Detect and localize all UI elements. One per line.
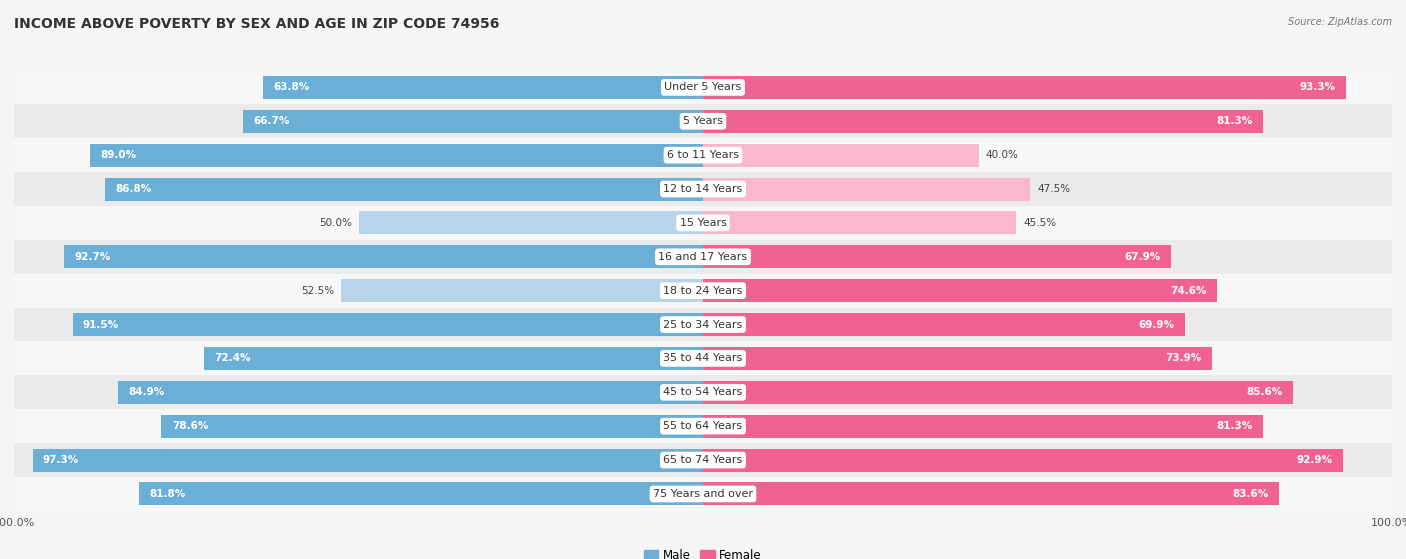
Bar bbox=[359, 211, 703, 234]
Bar bbox=[703, 144, 979, 167]
Bar bbox=[14, 172, 1392, 206]
Text: 65 to 74 Years: 65 to 74 Years bbox=[664, 455, 742, 465]
Text: 66.7%: 66.7% bbox=[254, 116, 290, 126]
Text: 73.9%: 73.9% bbox=[1166, 353, 1202, 363]
Bar bbox=[14, 105, 1392, 138]
Bar bbox=[90, 144, 703, 167]
Text: 45.5%: 45.5% bbox=[1024, 218, 1056, 228]
Bar bbox=[703, 381, 1292, 404]
Text: 6 to 11 Years: 6 to 11 Years bbox=[666, 150, 740, 160]
Bar bbox=[105, 178, 703, 201]
Text: 16 and 17 Years: 16 and 17 Years bbox=[658, 252, 748, 262]
Text: 97.3%: 97.3% bbox=[44, 455, 79, 465]
Text: INCOME ABOVE POVERTY BY SEX AND AGE IN ZIP CODE 74956: INCOME ABOVE POVERTY BY SEX AND AGE IN Z… bbox=[14, 17, 499, 31]
Text: 81.3%: 81.3% bbox=[1216, 116, 1253, 126]
Bar bbox=[14, 70, 1392, 105]
Bar bbox=[14, 138, 1392, 172]
Bar bbox=[139, 482, 703, 505]
Text: 74.6%: 74.6% bbox=[1170, 286, 1206, 296]
Text: Source: ZipAtlas.com: Source: ZipAtlas.com bbox=[1288, 17, 1392, 27]
Text: 81.8%: 81.8% bbox=[150, 489, 186, 499]
Text: 84.9%: 84.9% bbox=[128, 387, 165, 397]
Text: 40.0%: 40.0% bbox=[986, 150, 1018, 160]
Bar bbox=[32, 448, 703, 472]
Bar bbox=[73, 313, 703, 336]
Bar bbox=[14, 274, 1392, 307]
Text: 93.3%: 93.3% bbox=[1299, 82, 1336, 92]
Bar bbox=[703, 279, 1218, 302]
Text: 89.0%: 89.0% bbox=[100, 150, 136, 160]
Bar bbox=[14, 206, 1392, 240]
Text: 18 to 24 Years: 18 to 24 Years bbox=[664, 286, 742, 296]
Bar bbox=[703, 178, 1031, 201]
Bar bbox=[703, 76, 1346, 99]
Text: 52.5%: 52.5% bbox=[301, 286, 335, 296]
Text: 55 to 64 Years: 55 to 64 Years bbox=[664, 421, 742, 431]
Bar bbox=[14, 409, 1392, 443]
Text: 35 to 44 Years: 35 to 44 Years bbox=[664, 353, 742, 363]
Bar bbox=[342, 279, 703, 302]
Text: 85.6%: 85.6% bbox=[1246, 387, 1282, 397]
Text: 67.9%: 67.9% bbox=[1125, 252, 1160, 262]
Text: 50.0%: 50.0% bbox=[319, 218, 352, 228]
Bar bbox=[703, 482, 1279, 505]
Text: 75 Years and over: 75 Years and over bbox=[652, 489, 754, 499]
Bar bbox=[703, 313, 1185, 336]
Bar bbox=[14, 376, 1392, 409]
Bar bbox=[14, 307, 1392, 342]
Bar bbox=[14, 240, 1392, 274]
Bar bbox=[118, 381, 703, 404]
Text: Under 5 Years: Under 5 Years bbox=[665, 82, 741, 92]
Bar bbox=[243, 110, 703, 133]
Text: 72.4%: 72.4% bbox=[215, 353, 252, 363]
Text: 15 Years: 15 Years bbox=[679, 218, 727, 228]
Text: 92.7%: 92.7% bbox=[75, 252, 111, 262]
Text: 86.8%: 86.8% bbox=[115, 184, 152, 194]
Text: 78.6%: 78.6% bbox=[172, 421, 208, 431]
Bar bbox=[703, 347, 1212, 370]
Bar bbox=[204, 347, 703, 370]
Text: 12 to 14 Years: 12 to 14 Years bbox=[664, 184, 742, 194]
Bar bbox=[703, 245, 1171, 268]
Text: 83.6%: 83.6% bbox=[1233, 489, 1268, 499]
Text: 47.5%: 47.5% bbox=[1038, 184, 1070, 194]
Text: 91.5%: 91.5% bbox=[83, 320, 120, 330]
Bar bbox=[263, 76, 703, 99]
Text: 92.9%: 92.9% bbox=[1296, 455, 1333, 465]
Bar bbox=[703, 110, 1263, 133]
Bar bbox=[65, 245, 703, 268]
Bar bbox=[14, 477, 1392, 511]
Bar bbox=[162, 415, 703, 438]
Text: 69.9%: 69.9% bbox=[1139, 320, 1174, 330]
Bar bbox=[14, 342, 1392, 376]
Bar bbox=[703, 415, 1263, 438]
Text: 45 to 54 Years: 45 to 54 Years bbox=[664, 387, 742, 397]
Bar bbox=[703, 448, 1343, 472]
Bar bbox=[14, 443, 1392, 477]
Text: 5 Years: 5 Years bbox=[683, 116, 723, 126]
Text: 63.8%: 63.8% bbox=[274, 82, 311, 92]
Legend: Male, Female: Male, Female bbox=[644, 549, 762, 559]
Text: 25 to 34 Years: 25 to 34 Years bbox=[664, 320, 742, 330]
Text: 81.3%: 81.3% bbox=[1216, 421, 1253, 431]
Bar bbox=[703, 211, 1017, 234]
